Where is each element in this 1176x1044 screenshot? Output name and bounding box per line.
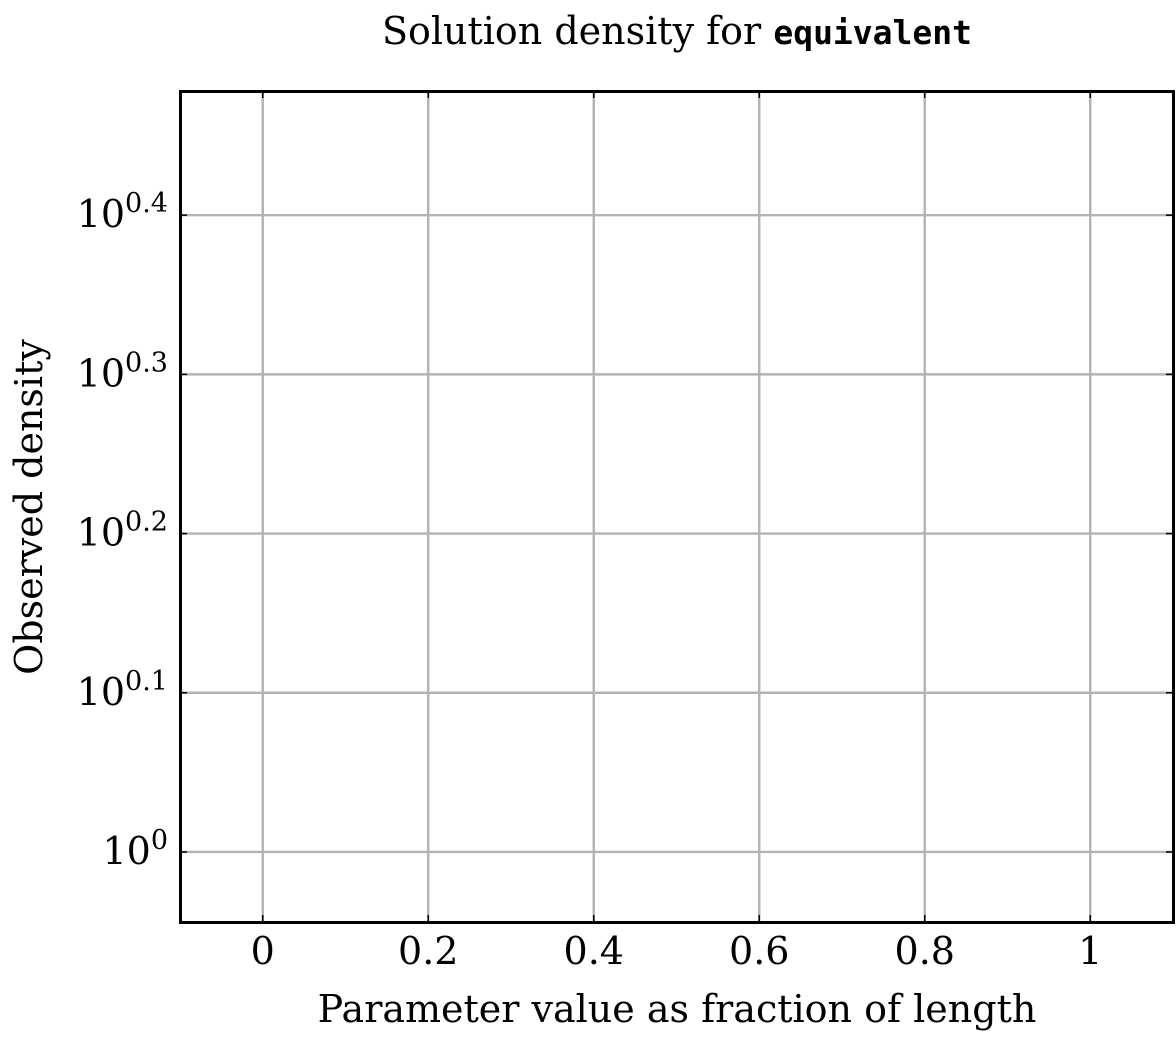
y-tick-exponent: 0.1 <box>125 666 168 697</box>
y-tick-exponent: 0.2 <box>125 507 168 538</box>
y-axis-label: Observed density <box>7 339 51 675</box>
y-tick-base: 10 <box>102 829 150 873</box>
y-tick-base: 10 <box>77 670 125 714</box>
ticks <box>180 91 1173 922</box>
x-tick-label: 0 <box>251 929 275 973</box>
chart-title-text: Solution density for <box>382 9 762 53</box>
x-tick-label: 0.2 <box>398 929 458 973</box>
x-tick-label: 0.6 <box>729 929 789 973</box>
x-tick-labels: 0 0.2 0.4 0.6 0.8 1 <box>251 929 1103 973</box>
grid <box>180 91 1173 922</box>
chart-title-code: equivalent <box>773 13 972 52</box>
y-tick-base: 10 <box>77 351 125 395</box>
x-tick-label: 0.8 <box>895 929 955 973</box>
y-tick-exponent: 0 <box>151 825 168 856</box>
x-tick-label: 0.4 <box>564 929 624 973</box>
y-tick-base: 10 <box>77 511 125 555</box>
x-axis-label: Parameter value as fraction of length <box>318 987 1037 1031</box>
x-tick-label: 1 <box>1078 929 1102 973</box>
y-tick-label: 100.3 <box>77 347 168 395</box>
y-tick-label: 100.1 <box>77 666 168 714</box>
y-tick-base: 10 <box>77 192 125 236</box>
y-tick-exponent: 0.3 <box>125 347 168 378</box>
y-tick-label: 100.2 <box>77 507 168 555</box>
plot-frame <box>179 90 1175 924</box>
y-tick-label: 100.4 <box>77 188 168 236</box>
y-tick-label: 100 <box>102 825 168 873</box>
y-tick-exponent: 0.4 <box>125 188 168 219</box>
chart-title: Solution density for equivalent <box>382 9 972 53</box>
